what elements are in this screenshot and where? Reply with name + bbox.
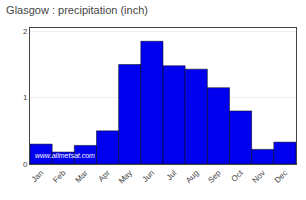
svg-text:www.allmetsat.com: www.allmetsat.com — [35, 152, 95, 159]
svg-text:Feb: Feb — [51, 168, 68, 185]
svg-text:Jan: Jan — [30, 168, 45, 183]
svg-text:Jul: Jul — [165, 168, 179, 182]
svg-text:Nov: Nov — [251, 168, 267, 184]
svg-text:Aug: Aug — [184, 168, 200, 184]
svg-text:1: 1 — [23, 93, 28, 102]
svg-text:2: 2 — [23, 27, 28, 36]
svg-text:Apr: Apr — [97, 168, 112, 183]
svg-text:Oct: Oct — [230, 168, 246, 184]
svg-text:Glasgow : precipitation (inch): Glasgow : precipitation (inch) — [6, 4, 148, 16]
svg-text:Jun: Jun — [141, 168, 156, 183]
svg-text:Sep: Sep — [206, 168, 223, 185]
svg-text:Mar: Mar — [74, 168, 90, 184]
svg-text:May: May — [117, 168, 134, 185]
svg-text:Dec: Dec — [273, 168, 289, 184]
svg-text:0: 0 — [23, 160, 28, 169]
